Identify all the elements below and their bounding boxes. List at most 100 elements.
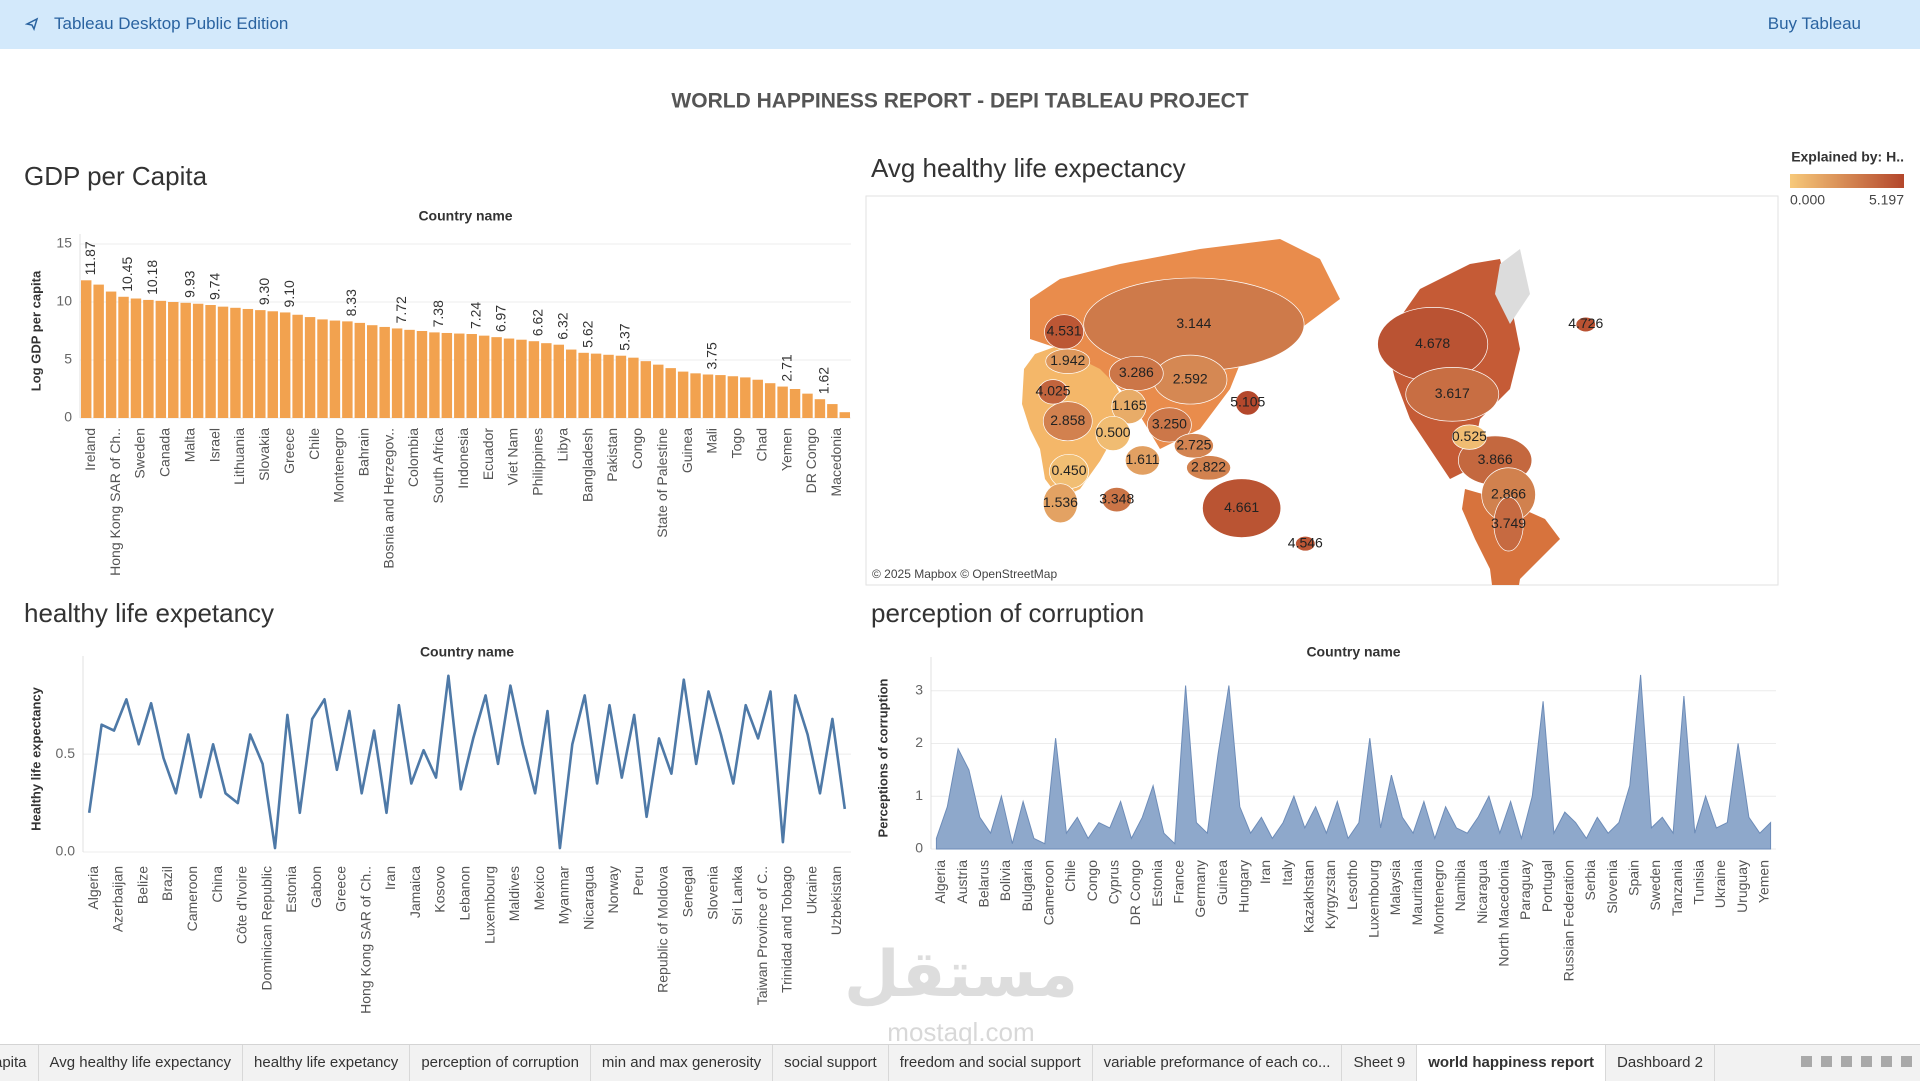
control[interactable] — [1841, 1056, 1852, 1067]
legend-min-label: 0.000 — [1790, 192, 1825, 208]
sheet-tab[interactable]: Dashboard 2 — [1606, 1045, 1715, 1081]
x-tick-label: Bahrain — [356, 428, 372, 476]
value-label: 7.72 — [393, 296, 409, 323]
x-tick-label: Sweden — [132, 428, 148, 479]
x-tick-label: Philippines — [530, 428, 546, 496]
x-tick-label: Dominican Republic — [258, 866, 274, 991]
map-region — [1101, 487, 1132, 513]
bar — [628, 357, 639, 418]
map-label: 3.749 — [1491, 515, 1526, 531]
y-tick-label: 3 — [915, 681, 923, 697]
control[interactable] — [1821, 1056, 1832, 1067]
x-tick-label: Guinea — [679, 428, 695, 473]
x-tick-label: Cameroon — [184, 866, 200, 931]
x-tick-label: Taiwan Province of C.. — [754, 866, 770, 1005]
sheet-tab[interactable]: apita — [0, 1045, 39, 1081]
bar — [603, 354, 614, 418]
x-tick-label: Serbia — [1582, 860, 1598, 901]
map-region — [1493, 496, 1524, 552]
map-label: 4.678 — [1415, 335, 1450, 351]
x-tick-label: Russian Federation — [1560, 860, 1576, 981]
x-tick-label: Côte d'Ivoire — [234, 866, 250, 944]
bar — [740, 377, 751, 418]
chart-title: perception of corruption — [871, 598, 1144, 628]
x-tick-label: Uzbekistan — [828, 866, 844, 935]
map-label: 4.531 — [1047, 323, 1082, 339]
value-label: 5.37 — [617, 323, 633, 350]
bar — [168, 302, 179, 418]
x-tick-label: Viet Nam — [505, 428, 521, 485]
sheet-tab[interactable]: healthy life expetancy — [243, 1045, 411, 1081]
x-tick-label: Guinea — [1214, 860, 1230, 905]
x-tick-label: Cyprus — [1105, 860, 1121, 904]
sheet-tab[interactable]: Sheet 9 — [1342, 1045, 1418, 1081]
map-label: 2.858 — [1050, 412, 1085, 428]
x-tick-label: Greece — [333, 866, 349, 912]
bar — [205, 305, 216, 418]
x-tick-label: Chile — [1062, 860, 1078, 892]
y-tick-label: 0 — [64, 409, 72, 425]
x-tick-label: Luxembourg — [1365, 860, 1381, 938]
sheet-tab[interactable]: freedom and social support — [889, 1045, 1093, 1081]
map-region — [1405, 367, 1500, 422]
x-tick-label: Malta — [181, 428, 197, 462]
sheet-tab[interactable]: variable preformance of each co... — [1093, 1045, 1343, 1081]
control[interactable] — [1901, 1056, 1912, 1067]
control[interactable] — [1861, 1056, 1872, 1067]
x-tick-label: Brazil — [159, 866, 175, 901]
bar — [317, 319, 328, 418]
map-label: 3.617 — [1435, 385, 1470, 401]
x-tick-label: Spain — [1625, 860, 1641, 896]
bar — [491, 337, 502, 418]
bar — [155, 300, 167, 418]
x-tick-label: Belize — [134, 866, 150, 904]
bar — [528, 341, 540, 418]
bar — [230, 307, 241, 418]
map-label: 1.942 — [1050, 352, 1085, 368]
x-axis-title: Country name — [418, 208, 512, 224]
sheet-tab[interactable]: min and max generosity — [591, 1045, 774, 1081]
sheet-tab[interactable]: world happiness report — [1417, 1045, 1607, 1081]
x-tick-label: Maldives — [506, 866, 522, 921]
map-label: 3.144 — [1176, 315, 1211, 331]
map-label: 1.165 — [1111, 397, 1146, 413]
x-tick-label: Norway — [605, 866, 621, 913]
bar — [354, 322, 366, 418]
app-icon — [25, 17, 39, 31]
x-tick-label: Congo — [1084, 860, 1100, 901]
map-region — [1235, 390, 1261, 416]
x-tick-label: Greece — [281, 428, 297, 474]
map-label: 4.726 — [1568, 315, 1603, 331]
bar — [615, 355, 627, 418]
x-tick-label: Estonia — [283, 866, 299, 913]
control[interactable] — [1881, 1056, 1892, 1067]
x-tick-label: Colombia — [405, 428, 421, 487]
buy-link[interactable]: Buy Tableau — [1767, 14, 1861, 33]
control[interactable] — [1801, 1056, 1812, 1067]
map-region — [1042, 483, 1078, 524]
bar — [665, 368, 676, 418]
x-tick-label: Mauritania — [1409, 860, 1425, 926]
x-tick-label: Senegal — [679, 866, 695, 917]
map-attribution: © 2025 Mapbox © OpenStreetMap — [872, 567, 1057, 581]
x-tick-label: Portugal — [1539, 860, 1555, 912]
sheet-tab[interactable]: social support — [773, 1045, 889, 1081]
sheet-tab[interactable]: perception of corruption — [410, 1045, 591, 1081]
value-label: 8.33 — [343, 289, 359, 316]
map-label: 5.105 — [1230, 394, 1265, 410]
value-label: 10.18 — [144, 260, 160, 295]
value-label: 9.74 — [206, 273, 222, 300]
map-label: 3.286 — [1119, 364, 1154, 380]
bar — [192, 303, 204, 418]
x-tick-label: Sri Lanka — [729, 866, 745, 925]
map-label: 3.250 — [1152, 416, 1187, 432]
x-tick-label: Hong Kong SAR of Ch.. — [107, 428, 123, 576]
map-frame — [865, 195, 1779, 586]
x-tick-label: Kyrgyzstan — [1322, 860, 1338, 929]
bar — [777, 386, 788, 418]
y-axis-title: Healthy life expectancy — [28, 686, 43, 831]
x-tick-label: Mexico — [531, 866, 547, 911]
bar — [93, 284, 104, 418]
sheet-tab[interactable]: Avg healthy life expectancy — [39, 1045, 244, 1081]
x-tick-label: Malaysia — [1387, 860, 1403, 915]
